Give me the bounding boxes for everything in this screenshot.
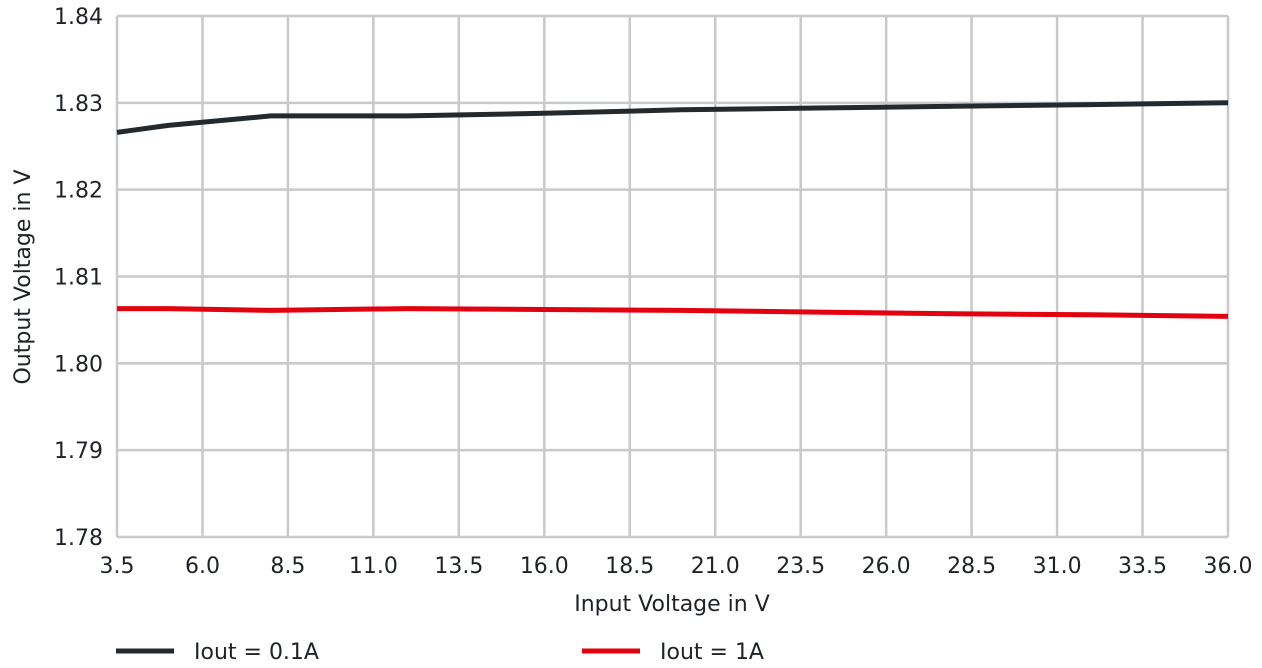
y-axis-title: Output Voltage in V [11, 169, 36, 384]
x-tick-label: 26.0 [862, 554, 911, 579]
x-tick-label: 23.5 [776, 554, 825, 579]
y-tick-label: 1.83 [54, 92, 103, 117]
series-layer [116, 100, 1229, 319]
y-tick-label: 1.81 [54, 266, 103, 291]
x-tick-label: 8.5 [270, 554, 305, 579]
x-tick-label: 21.0 [691, 554, 740, 579]
x-tick-label: 36.0 [1204, 554, 1253, 579]
y-tick-labels: 1.78 1.79 1.80 1.81 1.82 1.83 1.84 [54, 5, 103, 551]
series-line-1 [116, 100, 1229, 135]
x-tick-label: 18.5 [605, 554, 654, 579]
y-tick-label: 1.79 [54, 439, 103, 464]
legend: Iout = 0.1A Iout = 1A [116, 640, 764, 665]
x-tick-label: 11.0 [349, 554, 398, 579]
legend-label-2: Iout = 1A [660, 640, 764, 665]
x-tick-label: 28.5 [947, 554, 996, 579]
x-tick-label: 3.5 [100, 554, 135, 579]
x-tick-label: 6.0 [185, 554, 220, 579]
series-line-2 [117, 306, 1229, 319]
x-tick-label: 13.5 [434, 554, 483, 579]
y-tick-label: 1.82 [54, 179, 103, 204]
x-tick-label: 33.5 [1118, 554, 1167, 579]
y-tick-label: 1.78 [54, 526, 103, 551]
x-tick-labels: 3.5 6.0 8.5 11.0 13.5 16.0 18.5 21.0 23.5 26.0 28.… [100, 554, 1253, 579]
y-tick-label: 1.80 [54, 352, 103, 377]
x-axis-title: Input Voltage in V [574, 592, 770, 617]
x-tick-label: 16.0 [520, 554, 569, 579]
x-tick-label: 31.0 [1033, 554, 1082, 579]
grid-layer [115, 14, 1230, 539]
legend-label-1: Iout = 0.1A [194, 640, 319, 665]
y-tick-label: 1.84 [54, 5, 103, 30]
